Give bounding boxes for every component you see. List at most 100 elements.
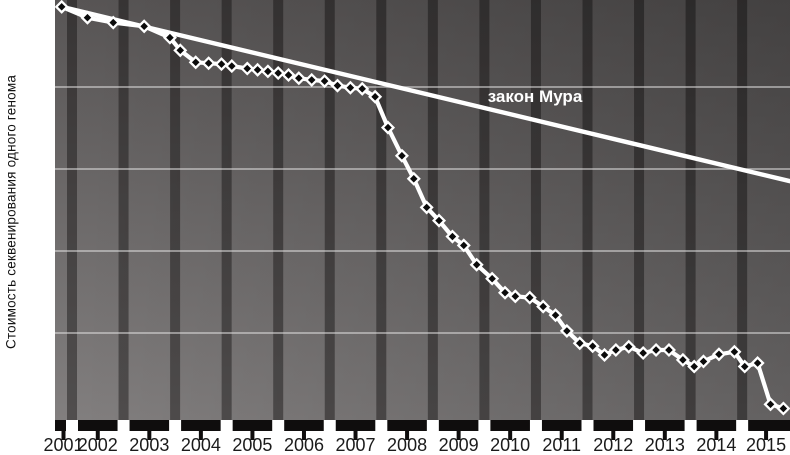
x-axis-bar-segment bbox=[78, 420, 118, 431]
data-point-marker bbox=[585, 339, 600, 354]
data-point-marker bbox=[696, 354, 711, 369]
x-tick-label: 2015 bbox=[746, 435, 786, 455]
x-axis-bar-segment bbox=[696, 420, 737, 431]
x-axis-bar-segment bbox=[593, 420, 634, 431]
data-point-marker bbox=[508, 289, 523, 304]
x-axis-bar-segment bbox=[129, 420, 170, 431]
x-tick-label: 2002 bbox=[78, 435, 118, 455]
data-point-marker bbox=[201, 56, 216, 71]
data-point-marker bbox=[368, 89, 383, 104]
data-point-marker bbox=[250, 62, 265, 77]
data-point-marker bbox=[750, 356, 765, 371]
data-point-marker bbox=[737, 359, 752, 374]
data-point-marker bbox=[687, 359, 702, 374]
x-tick-label: 2004 bbox=[181, 435, 221, 455]
x-axis-bar-segment bbox=[541, 420, 582, 431]
data-point-marker bbox=[469, 257, 484, 272]
x-tick-label: 2001 bbox=[43, 435, 83, 455]
x-axis-bar-segment bbox=[335, 420, 376, 431]
data-point-marker bbox=[608, 342, 623, 358]
data-point-marker bbox=[291, 71, 306, 86]
data-point-marker bbox=[343, 80, 358, 95]
cost-curve-group bbox=[54, 0, 790, 416]
data-point-marker bbox=[763, 397, 778, 412]
data-point-marker bbox=[106, 15, 121, 30]
data-point-marker bbox=[137, 19, 152, 34]
x-axis-tick bbox=[508, 431, 513, 440]
x-tick-label: 2011 bbox=[542, 435, 581, 455]
data-point-marker bbox=[173, 43, 188, 58]
data-point-marker bbox=[355, 81, 370, 96]
data-point-marker bbox=[548, 308, 563, 323]
x-axis-tick bbox=[559, 431, 564, 440]
x-axis-tick bbox=[353, 431, 358, 440]
x-axis-bar-segment bbox=[284, 420, 324, 431]
data-point-marker bbox=[54, 0, 69, 14]
data-point-marker bbox=[559, 323, 574, 338]
data-point-marker bbox=[162, 30, 177, 45]
moores-law-line-group bbox=[59, 4, 790, 184]
data-point-marker bbox=[675, 352, 690, 367]
data-point-marker bbox=[497, 285, 513, 300]
data-point-marker bbox=[485, 271, 500, 286]
data-point-marker bbox=[727, 344, 742, 359]
data-point-marker bbox=[536, 299, 551, 314]
x-axis-tick bbox=[95, 431, 100, 440]
horizontal-gridline bbox=[55, 86, 790, 88]
x-axis-tick bbox=[250, 431, 255, 440]
x-axis-bar-segment bbox=[55, 420, 66, 431]
x-axis-tick bbox=[405, 431, 410, 440]
data-point-marker bbox=[380, 120, 396, 135]
horizontal-gridlines bbox=[55, 86, 790, 334]
data-point-marker bbox=[649, 342, 664, 358]
data-point-marker bbox=[621, 339, 636, 354]
moores-law-label: закон Мура bbox=[488, 87, 583, 106]
data-point-marker bbox=[281, 67, 296, 83]
data-point-marker bbox=[214, 57, 229, 72]
data-point-marker bbox=[406, 171, 421, 186]
x-axis-bar-segment bbox=[645, 420, 685, 431]
data-point-marker bbox=[394, 148, 409, 163]
x-axis-tick bbox=[301, 431, 306, 440]
horizontal-gridline bbox=[55, 332, 790, 334]
x-tick-label: 2014 bbox=[696, 435, 736, 455]
x-tick-label: 2008 bbox=[387, 435, 427, 455]
data-point-marker bbox=[661, 342, 676, 358]
data-point-marker bbox=[80, 10, 95, 25]
x-axis-tick bbox=[198, 431, 203, 440]
x-tick-label: 2003 bbox=[129, 435, 169, 455]
x-tick-label: 2012 bbox=[593, 435, 633, 455]
data-point-marker bbox=[636, 345, 651, 361]
x-axis-bar-segment bbox=[181, 420, 221, 431]
data-point-marker bbox=[432, 213, 447, 228]
data-point-marker bbox=[260, 64, 275, 79]
x-tick-label: 2005 bbox=[232, 435, 272, 455]
x-axis-tick bbox=[147, 431, 152, 440]
data-point-marker bbox=[240, 61, 255, 76]
data-point-marker bbox=[330, 78, 345, 93]
data-point-marker bbox=[711, 347, 726, 362]
x-axis-bar-segment bbox=[748, 420, 790, 431]
data-point-marker bbox=[304, 72, 319, 87]
x-axis-tick bbox=[61, 431, 66, 440]
x-tick-label: 2013 bbox=[645, 435, 685, 455]
data-point-marker bbox=[445, 229, 460, 244]
data-point-marker bbox=[317, 74, 332, 89]
data-point-marker bbox=[776, 401, 790, 416]
horizontal-gridline bbox=[55, 250, 790, 252]
data-point-marker bbox=[456, 238, 471, 253]
x-axis-bar-segment bbox=[490, 420, 530, 431]
x-tick-label: 2009 bbox=[439, 435, 479, 455]
x-axis-tick bbox=[611, 431, 616, 440]
moores-law-line bbox=[59, 4, 790, 184]
x-axis-bar-segment bbox=[387, 420, 427, 431]
x-axis-tick bbox=[456, 431, 461, 440]
x-tick-label: 2006 bbox=[284, 435, 324, 455]
y-axis-title: Стоимость секвенирования одного генома bbox=[3, 74, 19, 350]
x-axis-tick bbox=[662, 431, 667, 440]
x-axis-tick bbox=[714, 431, 719, 440]
horizontal-gridline bbox=[55, 168, 790, 170]
